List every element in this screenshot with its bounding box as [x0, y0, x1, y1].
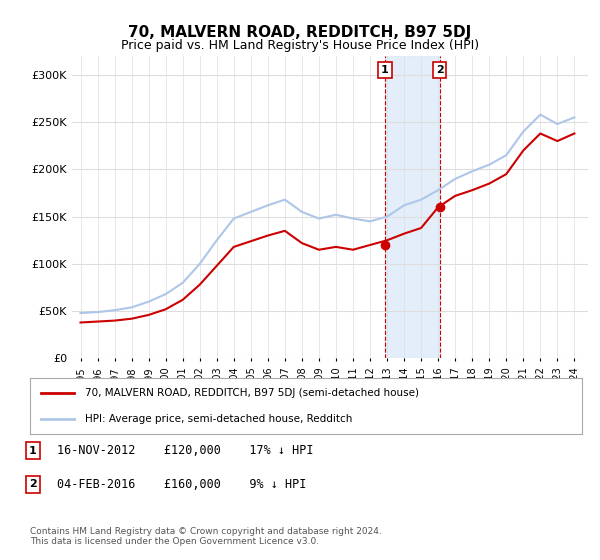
Text: 04-FEB-2016    £160,000    9% ↓ HPI: 04-FEB-2016 £160,000 9% ↓ HPI [57, 478, 307, 491]
Text: 2: 2 [29, 479, 37, 489]
Text: Contains HM Land Registry data © Crown copyright and database right 2024.
This d: Contains HM Land Registry data © Crown c… [30, 526, 382, 546]
Text: 16-NOV-2012    £120,000    17% ↓ HPI: 16-NOV-2012 £120,000 17% ↓ HPI [57, 444, 314, 458]
Text: Price paid vs. HM Land Registry's House Price Index (HPI): Price paid vs. HM Land Registry's House … [121, 39, 479, 52]
Text: 1: 1 [29, 446, 37, 456]
Text: 2: 2 [436, 65, 443, 75]
Text: HPI: Average price, semi-detached house, Redditch: HPI: Average price, semi-detached house,… [85, 414, 353, 424]
Bar [385, 56, 440, 358]
Text: 70, MALVERN ROAD, REDDITCH, B97 5DJ: 70, MALVERN ROAD, REDDITCH, B97 5DJ [128, 25, 472, 40]
Text: 70, MALVERN ROAD, REDDITCH, B97 5DJ (semi-detached house): 70, MALVERN ROAD, REDDITCH, B97 5DJ (sem… [85, 388, 419, 398]
Text: 1: 1 [381, 65, 389, 75]
